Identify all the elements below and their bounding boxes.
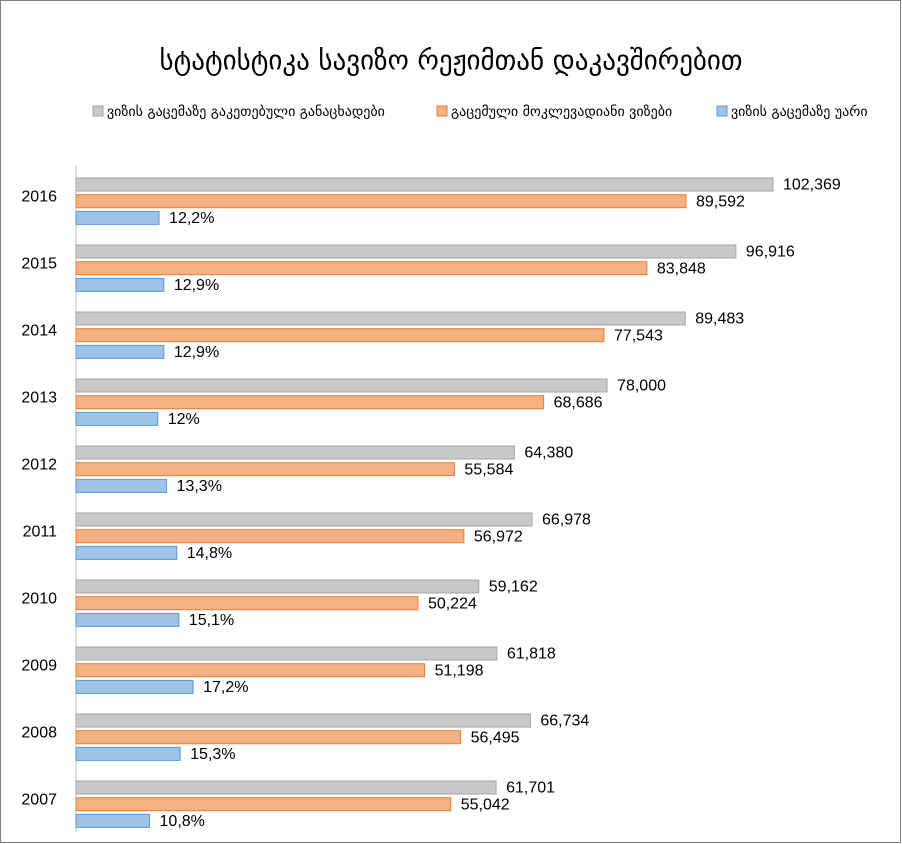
data-label: 55,584 bbox=[464, 461, 513, 478]
bar bbox=[75, 813, 151, 828]
legend-label: გაცემული მოკლევადიანი ვიზები bbox=[451, 104, 672, 120]
bar bbox=[75, 244, 737, 259]
legend-swatch bbox=[436, 105, 448, 117]
y-tick-label: 2009 bbox=[21, 657, 57, 674]
data-label: 14,8% bbox=[187, 545, 232, 562]
data-label: 17,2% bbox=[203, 679, 248, 696]
data-label: 15,3% bbox=[190, 746, 235, 763]
legend-swatch bbox=[716, 105, 728, 117]
bar bbox=[75, 395, 545, 410]
y-tick-label: 2013 bbox=[21, 389, 57, 406]
data-label: 66,734 bbox=[540, 713, 589, 730]
bar bbox=[75, 780, 497, 795]
data-label: 56,972 bbox=[474, 528, 523, 545]
bar bbox=[75, 713, 531, 728]
data-label: 78,000 bbox=[617, 378, 666, 395]
data-label: 51,198 bbox=[435, 662, 484, 679]
data-label: 12,2% bbox=[169, 210, 214, 227]
bar bbox=[75, 177, 774, 192]
data-label: 12,9% bbox=[174, 344, 219, 361]
data-label: 68,686 bbox=[554, 394, 603, 411]
data-label: 55,042 bbox=[461, 796, 510, 813]
data-label: 13,3% bbox=[177, 478, 222, 495]
bar bbox=[75, 545, 178, 560]
data-label: 61,818 bbox=[507, 646, 556, 663]
data-label: 96,916 bbox=[746, 244, 795, 261]
bar bbox=[75, 445, 515, 460]
y-tick-label: 2011 bbox=[23, 523, 58, 540]
y-tick-label: 2015 bbox=[21, 255, 57, 272]
bar bbox=[75, 462, 455, 477]
data-label: 64,380 bbox=[524, 445, 573, 462]
y-tick-label: 2010 bbox=[21, 590, 57, 607]
data-label: 56,495 bbox=[471, 729, 520, 746]
bar bbox=[75, 411, 159, 426]
data-label: 10,8% bbox=[160, 813, 205, 830]
bar bbox=[75, 311, 686, 326]
legend-label: ვიზის გაცემაზე გაკეთებული განაცხადები bbox=[107, 104, 385, 120]
bar bbox=[75, 797, 452, 812]
y-tick-label: 2012 bbox=[21, 456, 57, 473]
bar bbox=[75, 277, 165, 292]
data-label: 83,848 bbox=[657, 260, 706, 277]
data-label: 89,592 bbox=[696, 193, 745, 210]
bar bbox=[75, 328, 605, 343]
bar bbox=[75, 512, 533, 527]
bar bbox=[75, 261, 648, 276]
data-label: 61,701 bbox=[506, 780, 555, 797]
y-tick-label: 2007 bbox=[21, 791, 57, 808]
bar bbox=[75, 730, 462, 745]
chart-title: სტატისტიკა სავიზო რეჟიმთან დაკავშირებით bbox=[159, 46, 742, 77]
bar bbox=[75, 646, 498, 661]
bar bbox=[75, 378, 608, 393]
data-label: 102,369 bbox=[783, 177, 841, 194]
data-label: 15,1% bbox=[189, 612, 234, 629]
data-label: 12,9% bbox=[174, 277, 219, 294]
data-label: 12% bbox=[168, 411, 200, 428]
y-tick-label: 2016 bbox=[21, 188, 57, 205]
legend-swatch bbox=[92, 105, 104, 117]
data-label: 89,483 bbox=[695, 311, 744, 328]
bar bbox=[75, 679, 194, 694]
bar bbox=[75, 210, 160, 225]
data-label: 59,162 bbox=[489, 579, 538, 596]
bar bbox=[75, 478, 168, 493]
y-tick-label: 2014 bbox=[21, 322, 57, 339]
bar bbox=[75, 194, 687, 209]
bar bbox=[75, 344, 165, 359]
bar bbox=[75, 746, 181, 761]
bar bbox=[75, 612, 180, 627]
y-tick-label: 2008 bbox=[21, 724, 57, 741]
data-label: 50,224 bbox=[428, 595, 477, 612]
data-label: 66,978 bbox=[542, 512, 591, 529]
bar bbox=[75, 596, 419, 611]
legend-label: ვიზის გაცემაზე უარი bbox=[731, 103, 868, 120]
bar bbox=[75, 663, 426, 678]
bar bbox=[75, 529, 465, 544]
bar bbox=[75, 579, 480, 594]
data-label: 77,543 bbox=[614, 327, 663, 344]
